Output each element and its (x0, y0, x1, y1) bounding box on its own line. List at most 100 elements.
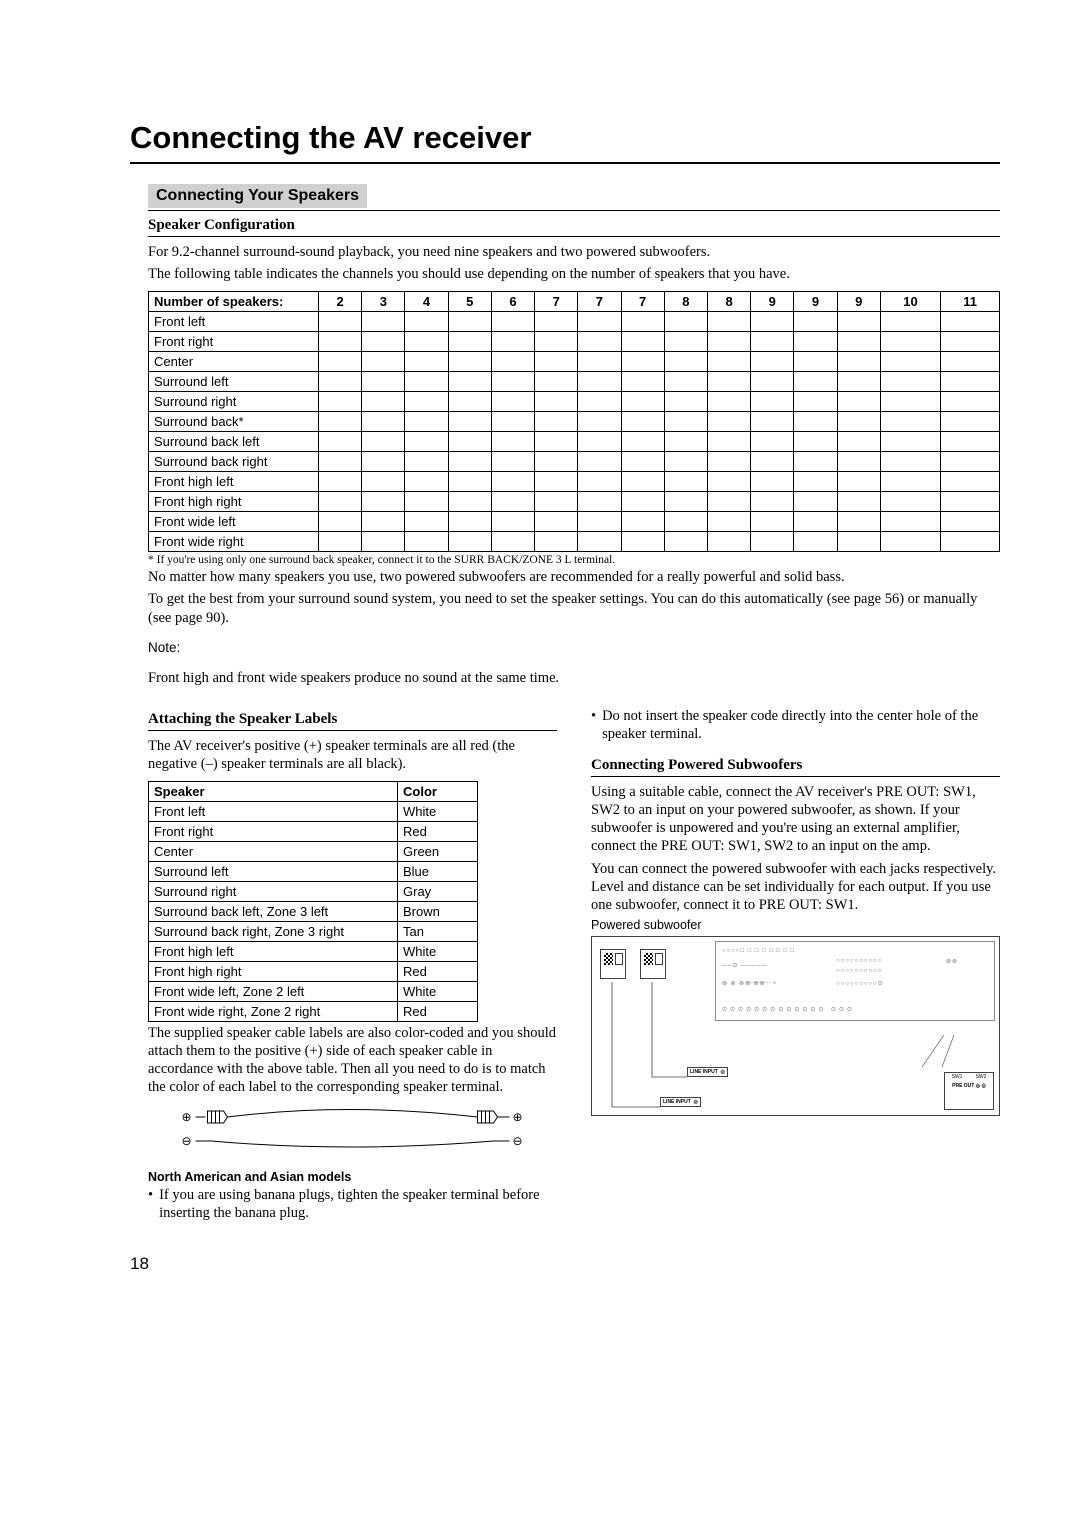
speaker-config-rule (148, 236, 1000, 237)
subwoofer-heading: Connecting Powered Subwoofers (591, 757, 1000, 774)
table-cell (880, 332, 940, 352)
table-cell (621, 312, 664, 332)
bullet-no-center-hole-text: Do not insert the speaker code directly … (602, 707, 1000, 743)
table-cell (941, 432, 1000, 452)
table-cell (664, 412, 707, 432)
table-row: Front left (149, 312, 1000, 332)
table-cell (362, 352, 405, 372)
table-cell (880, 372, 940, 392)
table-cell (491, 532, 534, 552)
table-cell (621, 372, 664, 392)
table-cell (880, 472, 940, 492)
table-cell (751, 392, 794, 412)
table-row: Surround leftBlue (149, 862, 478, 882)
table-cell (448, 392, 491, 412)
table-cell (578, 452, 621, 472)
table-cell (578, 352, 621, 372)
table-cell (535, 532, 578, 552)
section-heading-text: Connecting Your Speakers (148, 184, 367, 208)
table-cell (880, 512, 940, 532)
table-cell (319, 492, 362, 512)
table-row: Front high leftWhite (149, 942, 478, 962)
preout-label: PRE OUT (952, 1083, 974, 1089)
table-cell (707, 332, 750, 352)
table-cell (837, 532, 880, 552)
table-row: CenterGreen (149, 842, 478, 862)
table-cell (621, 512, 664, 532)
table-cell (491, 312, 534, 332)
table-cell (578, 412, 621, 432)
right-column: • Do not insert the speaker code directl… (591, 705, 1000, 1224)
table-row-label: Surround left (149, 372, 319, 392)
table-cell (707, 452, 750, 472)
note-label: Note: (148, 640, 1000, 655)
table-cell (491, 412, 534, 432)
table-cell (362, 512, 405, 532)
table-cell (837, 472, 880, 492)
bullet-banana-plug-text: If you are using banana plugs, tighten t… (159, 1186, 557, 1222)
bullet-no-center-hole: • Do not insert the speaker code directl… (591, 707, 1000, 743)
table-cell (405, 412, 448, 432)
labels-post: The supplied speaker cable labels are al… (148, 1024, 557, 1097)
cable-diagram: ⊕ ⊕ ⊖ ⊖ (148, 1107, 557, 1155)
table-cell (794, 452, 837, 472)
table-cell (319, 372, 362, 392)
table-cell (707, 492, 750, 512)
table-header-cell: 7 (535, 292, 578, 312)
labels-rule (148, 730, 557, 731)
table-cell (794, 472, 837, 492)
table-header-cell: 3 (362, 292, 405, 312)
table-cell (448, 412, 491, 432)
table-cell (837, 452, 880, 472)
table-row: Surround left (149, 372, 1000, 392)
table-cell (319, 532, 362, 552)
table-cell (751, 512, 794, 532)
na-asia-heading: North American and Asian models (148, 1170, 557, 1184)
table-cell (448, 452, 491, 472)
table-cell (405, 372, 448, 392)
table-cell (362, 452, 405, 472)
table-cell (448, 352, 491, 372)
table-cell (880, 352, 940, 372)
table-row: Center (149, 352, 1000, 372)
table-cell: Surround left (149, 862, 398, 882)
table-cell (578, 472, 621, 492)
table-row: Surround back right (149, 452, 1000, 472)
table-cell (448, 432, 491, 452)
table-cell (578, 512, 621, 532)
table-row: Front right (149, 332, 1000, 352)
table-cell (405, 332, 448, 352)
svg-text:⊕: ⊕ (182, 1110, 192, 1124)
sw1-label: SW1 (952, 1074, 963, 1080)
table-row-label: Front wide left (149, 512, 319, 532)
section-rule (148, 210, 1000, 211)
line-input-label-1: LINE INPUT ◎ (660, 1097, 701, 1107)
color-table-header: Color (398, 782, 478, 802)
table-cell (405, 392, 448, 412)
page-title: Connecting the AV receiver (130, 120, 1000, 156)
table-cell (362, 412, 405, 432)
color-table-header: Speaker (149, 782, 398, 802)
table-cell (621, 352, 664, 372)
table-cell (941, 492, 1000, 512)
table-row: Front wide right, Zone 2 rightRed (149, 1002, 478, 1022)
table-row: Front high left (149, 472, 1000, 492)
table-row: Front wide right (149, 532, 1000, 552)
table-header-cell: 7 (621, 292, 664, 312)
table-cell (491, 352, 534, 372)
table-cell (319, 392, 362, 412)
table-cell (880, 312, 940, 332)
table-header-cell: 5 (448, 292, 491, 312)
table-cell (880, 492, 940, 512)
table-cell (448, 312, 491, 332)
table-cell (491, 492, 534, 512)
table-cell (621, 332, 664, 352)
subwoofer-rule (591, 776, 1000, 777)
table-header-row-label: Number of speakers: (149, 292, 319, 312)
bullet-dot: • (148, 1186, 153, 1222)
table-cell: Front high left (149, 942, 398, 962)
table-cell (405, 432, 448, 452)
table-cell (535, 432, 578, 452)
table-cell (707, 472, 750, 492)
table-cell (405, 352, 448, 372)
